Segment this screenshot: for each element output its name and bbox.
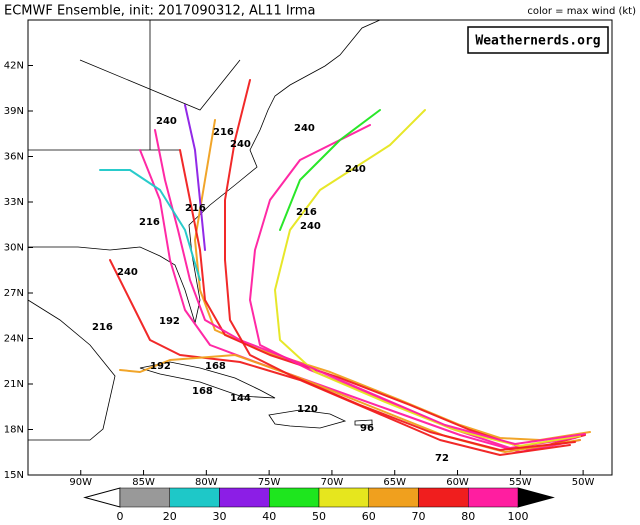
colorbar-bin: [119, 487, 170, 508]
hour-label: 216: [185, 203, 206, 214]
legend-note: color = max wind (kt): [527, 6, 636, 17]
watermark: Weathernerds.org: [475, 34, 600, 49]
lat-tick-label: 15N: [4, 470, 24, 481]
colorbar-bin: [418, 487, 469, 508]
colorbar-under: [83, 487, 121, 508]
hour-label: 96: [360, 423, 374, 434]
lon-tick-label: 85W: [132, 477, 155, 488]
lon-tick-label: 55W: [509, 477, 532, 488]
hour-label: 216: [92, 322, 113, 333]
lat-tick-label: 30N: [4, 243, 24, 254]
hour-label: 240: [117, 267, 138, 278]
lon-tick-label: 65W: [383, 477, 406, 488]
hour-label: 240: [294, 123, 315, 134]
colorbar-bin: [269, 487, 320, 508]
colorbar-over: [517, 487, 555, 508]
lon-tick-label: 75W: [258, 477, 281, 488]
hour-label: 72: [435, 453, 449, 464]
hour-label: 240: [156, 116, 177, 127]
map-frame: [27, 19, 613, 476]
hour-label: 168: [205, 361, 226, 372]
lat-tick-label: 21N: [4, 379, 24, 390]
colorbar-bin: [368, 487, 419, 508]
colorbar-label: 30: [213, 510, 227, 523]
colorbar-label: 50: [312, 510, 326, 523]
hour-label: 240: [300, 221, 321, 232]
colorbar-label: 100: [508, 510, 529, 523]
title: ECMWF Ensemble, init: 2017090312, AL11 I…: [4, 4, 315, 19]
lat-tick-label: 39N: [4, 106, 24, 117]
hour-label: 216: [296, 207, 317, 218]
colorbar-label: 80: [461, 510, 475, 523]
colorbar-bin: [219, 487, 270, 508]
hour-label: 120: [297, 404, 318, 415]
colorbar-bin: [468, 487, 519, 508]
ensemble-tracks: [99, 79, 591, 456]
coastlines: [27, 19, 381, 441]
colorbar-label: 70: [412, 510, 426, 523]
hour-label: 192: [159, 316, 180, 327]
lat-tick-label: 33N: [4, 197, 24, 208]
hour-label: 168: [192, 386, 213, 397]
hour-label: 216: [213, 127, 234, 138]
lat-tick-label: 24N: [4, 334, 24, 345]
hour-label: 240: [230, 139, 251, 150]
colorbar-label: 60: [362, 510, 376, 523]
lat-tick-label: 36N: [4, 152, 24, 163]
hour-label: 144: [230, 393, 251, 404]
colorbar-label: 0: [117, 510, 124, 523]
hour-label: 240: [345, 164, 366, 175]
hour-label: 216: [139, 217, 160, 228]
lon-tick-label: 70W: [321, 477, 344, 488]
colorbar-bin: [318, 487, 369, 508]
lon-tick-label: 90W: [69, 477, 92, 488]
watermark-box: [467, 26, 609, 54]
lat-tick-label: 27N: [4, 288, 24, 299]
lon-tick-label: 60W: [446, 477, 469, 488]
lon-tick-label: 80W: [195, 477, 218, 488]
lon-tick-label: 50W: [572, 477, 595, 488]
lat-tick-label: 42N: [4, 61, 24, 72]
colorbar-bin: [169, 487, 220, 508]
lat-tick-label: 18N: [4, 425, 24, 436]
colorbar-label: 40: [262, 510, 276, 523]
colorbar-label: 20: [163, 510, 177, 523]
hour-label: 192: [150, 361, 171, 372]
